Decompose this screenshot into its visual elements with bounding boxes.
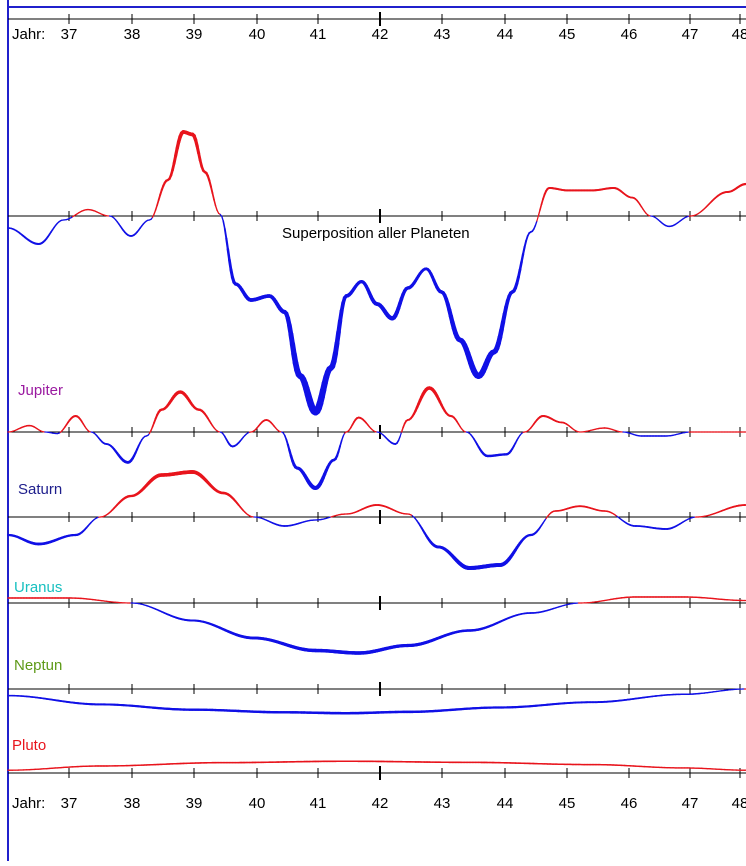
curve-segment bbox=[540, 204, 542, 210]
panel-uranus: Uranus bbox=[8, 579, 746, 653]
top-tick-label: 46 bbox=[621, 26, 638, 43]
bottom-tick-label: 42 bbox=[372, 795, 389, 812]
top-tick-label: 41 bbox=[310, 26, 327, 43]
panel-label: Neptun bbox=[14, 657, 62, 674]
top-tick-label: 47 bbox=[682, 26, 699, 43]
panel-pluto: Pluto bbox=[8, 737, 746, 770]
curve-segment bbox=[525, 241, 527, 247]
bottom-year-axis: Jahr: 37 38 39 40 41 42 43 44 45 46 47 48 bbox=[8, 766, 746, 812]
top-tick-label: 45 bbox=[559, 26, 576, 43]
curve-segment bbox=[535, 221, 537, 226]
top-year-axis: Jahr: 37 38 39 40 41 42 43 44 45 46 47 48 bbox=[8, 12, 746, 43]
curve-segment bbox=[214, 200, 216, 206]
curve-segment bbox=[339, 446, 341, 451]
curve-segment bbox=[522, 254, 524, 262]
bottom-tick-label: 39 bbox=[186, 795, 203, 812]
panel-label: Uranus bbox=[14, 579, 62, 596]
curve-segment bbox=[400, 432, 402, 437]
top-tick-label: 38 bbox=[124, 26, 141, 43]
curve-segment bbox=[523, 247, 525, 254]
curve-segment bbox=[216, 206, 218, 211]
bottom-tick-label: 44 bbox=[497, 795, 514, 812]
curve-segment bbox=[211, 187, 213, 194]
top-tick-label: 44 bbox=[497, 26, 514, 43]
panel-jupiter: Jupiter bbox=[8, 382, 746, 488]
panel-saturn: Saturn bbox=[8, 472, 746, 568]
bottom-tick-label: 46 bbox=[621, 795, 638, 812]
panel-label: Superposition aller Planeten bbox=[282, 225, 470, 242]
curve-segment bbox=[520, 262, 522, 270]
bottom-tick-label: 41 bbox=[310, 795, 327, 812]
bottom-tick-label: 45 bbox=[559, 795, 576, 812]
planet-panels: Superposition aller Planeten Jupiter Satur… bbox=[8, 132, 746, 770]
top-tick-label: 39 bbox=[186, 26, 203, 43]
bottom-tick-label: 37 bbox=[61, 795, 78, 812]
panel-label: Jupiter bbox=[18, 382, 63, 399]
top-tick-label: 43 bbox=[434, 26, 451, 43]
curve-segment bbox=[226, 238, 228, 249]
curve-segment bbox=[342, 436, 344, 441]
top-tick-label: 48 bbox=[732, 26, 746, 43]
top-year-label: Jahr: bbox=[12, 26, 45, 43]
curve-segment bbox=[225, 229, 227, 239]
bottom-tick-label: 47 bbox=[682, 795, 699, 812]
bottom-year-label: Jahr: bbox=[12, 795, 45, 812]
panel-label: Saturn bbox=[18, 481, 62, 498]
bottom-tick-label: 43 bbox=[434, 795, 451, 812]
top-tick-label: 40 bbox=[249, 26, 266, 43]
bottom-tick-label: 40 bbox=[249, 795, 266, 812]
curve-segment bbox=[223, 221, 225, 229]
curve-segment bbox=[228, 249, 230, 260]
curve-segment bbox=[538, 210, 540, 216]
top-tick-label: 37 bbox=[61, 26, 78, 43]
panel-neptun: Neptun bbox=[8, 657, 746, 713]
curve-segment bbox=[340, 441, 342, 446]
top-tick-label: 42 bbox=[372, 26, 389, 43]
panel-label: Pluto bbox=[12, 737, 46, 754]
bottom-tick-label: 38 bbox=[124, 795, 141, 812]
panel-superposition-aller-planeten: Superposition aller Planeten bbox=[8, 132, 746, 412]
curve-segment bbox=[212, 193, 214, 200]
bottom-tick-label: 48 bbox=[732, 795, 746, 812]
curve-segment bbox=[399, 437, 401, 441]
